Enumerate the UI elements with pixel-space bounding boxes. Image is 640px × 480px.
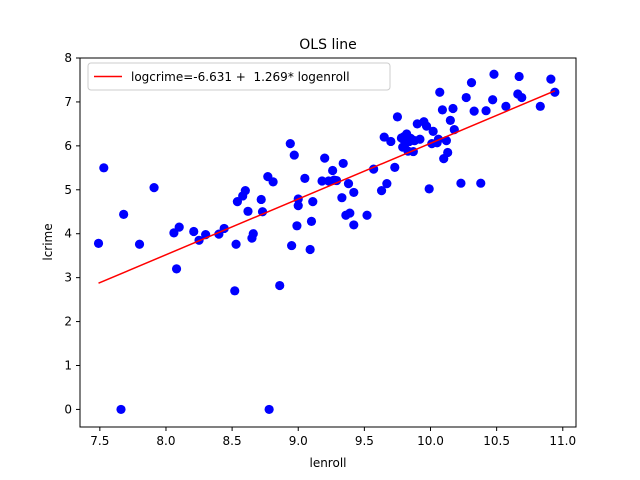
y-tick-label: 1 bbox=[64, 359, 72, 373]
axes: 7.5 8.0 8.5 9.0 9.5 10.0 10.5 11.0 0 1 2 3 4 5 6 7 8 bbox=[64, 51, 577, 448]
scatter-point bbox=[300, 173, 310, 183]
scatter-point bbox=[174, 222, 184, 232]
scatter-point bbox=[275, 280, 285, 291]
legend-label-ols-line: logcrime=-6.631 + 1.269* logenroll bbox=[131, 70, 350, 84]
scatter-point bbox=[332, 175, 342, 186]
scatter-point bbox=[171, 264, 182, 274]
scatter-point bbox=[338, 158, 348, 169]
scatter-point bbox=[349, 220, 359, 230]
scatter-point bbox=[421, 121, 432, 131]
scatter-point bbox=[305, 244, 315, 255]
scatter-point bbox=[289, 150, 299, 160]
scatter-point bbox=[285, 139, 295, 149]
scatter-point bbox=[466, 78, 477, 88]
scatter-point bbox=[257, 207, 268, 217]
scatter-point bbox=[230, 286, 240, 296]
scatter-point bbox=[119, 209, 129, 219]
scatter-point bbox=[476, 178, 486, 188]
scatter-point bbox=[320, 153, 330, 163]
x-tick-label: 9.0 bbox=[289, 434, 308, 448]
scatter-point bbox=[293, 201, 303, 211]
scatter-point bbox=[392, 112, 403, 122]
scatter-point bbox=[443, 147, 453, 158]
y-tick-label: 7 bbox=[64, 95, 72, 109]
scatter-point bbox=[264, 404, 274, 415]
y-tick-label: 0 bbox=[64, 402, 72, 416]
scatter-point bbox=[481, 106, 491, 116]
scatter-point bbox=[469, 106, 479, 116]
scatter-point bbox=[535, 101, 545, 111]
scatter-point bbox=[362, 210, 372, 220]
x-tick-label: 10.0 bbox=[417, 434, 444, 448]
scatter-point bbox=[292, 221, 302, 231]
scatter-point bbox=[376, 186, 387, 196]
scatter-point bbox=[390, 162, 400, 172]
scatter-point bbox=[456, 178, 466, 188]
scatter-point bbox=[550, 87, 560, 97]
x-tick-label: 10.5 bbox=[483, 434, 510, 448]
scatter-point bbox=[93, 238, 104, 248]
scatter-point bbox=[435, 87, 445, 97]
scatter-point bbox=[379, 132, 389, 142]
plot-area bbox=[93, 69, 560, 415]
scatter-point bbox=[134, 239, 145, 249]
scatter-point bbox=[517, 92, 527, 103]
scatter-point bbox=[189, 226, 199, 237]
scatter-point bbox=[287, 240, 297, 251]
ols-regression-line bbox=[98, 90, 556, 284]
x-tick-label: 8.0 bbox=[156, 434, 175, 448]
scatter-point bbox=[428, 126, 438, 136]
chart-title: OLS line bbox=[299, 37, 356, 53]
scatter-point bbox=[337, 193, 347, 203]
x-tick-label: 11.0 bbox=[549, 434, 576, 448]
scatter-point bbox=[308, 197, 318, 207]
scatter-point bbox=[424, 184, 434, 194]
x-tick-label: 9.5 bbox=[355, 434, 374, 448]
x-axis-label: lenroll bbox=[309, 456, 346, 470]
scatter-point bbox=[488, 95, 498, 105]
scatter-point bbox=[268, 177, 278, 187]
scatter-point bbox=[382, 179, 392, 189]
scatter-point bbox=[149, 182, 159, 193]
scatter-point bbox=[461, 92, 471, 103]
y-tick-label: 8 bbox=[64, 51, 72, 65]
scatter-point bbox=[248, 229, 258, 239]
y-tick-label: 3 bbox=[64, 271, 72, 285]
scatter-point bbox=[256, 194, 266, 205]
scatter-point bbox=[231, 239, 241, 249]
scatter-point bbox=[306, 216, 317, 227]
scatter-point bbox=[448, 103, 458, 114]
y-tick-label: 5 bbox=[64, 183, 72, 197]
y-tick-label: 2 bbox=[64, 315, 72, 329]
scatter-point bbox=[317, 176, 327, 186]
scatter-point bbox=[116, 404, 126, 415]
scatter-point bbox=[99, 163, 109, 173]
scatter-point bbox=[345, 208, 355, 218]
scatter-point bbox=[415, 134, 425, 144]
scatter-point bbox=[445, 115, 455, 125]
scatter-point bbox=[240, 186, 250, 196]
x-tick-label: 8.5 bbox=[223, 434, 242, 448]
y-axis-label: lcrime bbox=[41, 223, 55, 260]
scatter-point bbox=[514, 71, 524, 82]
y-tick-label: 4 bbox=[64, 227, 72, 241]
legend: logcrime=-6.631 + 1.269* logenroll bbox=[87, 62, 391, 91]
scatter-point bbox=[328, 165, 338, 176]
scatter-point bbox=[243, 206, 253, 216]
scatter-point bbox=[489, 69, 499, 79]
scatter-point bbox=[349, 187, 359, 198]
scatter-point bbox=[343, 179, 354, 189]
x-tick-label: 7.5 bbox=[90, 434, 109, 448]
scatter-point bbox=[546, 74, 556, 84]
scatter-point bbox=[437, 105, 448, 115]
legend-box bbox=[87, 62, 391, 91]
y-tick-label: 6 bbox=[64, 139, 72, 153]
axes-frame bbox=[79, 57, 577, 428]
scatter-point bbox=[501, 101, 511, 111]
scatter-point bbox=[386, 136, 396, 147]
